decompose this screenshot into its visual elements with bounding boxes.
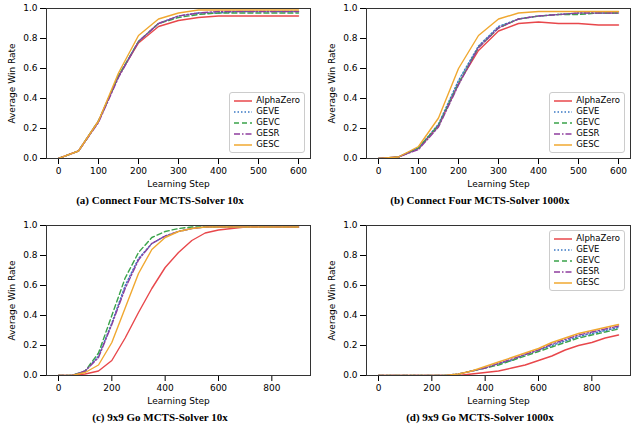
svg-text:800: 800 — [263, 383, 280, 393]
svg-text:600: 600 — [530, 383, 547, 393]
svg-text:0.0: 0.0 — [343, 370, 358, 380]
svg-text:1.0: 1.0 — [23, 3, 38, 13]
svg-text:0.6: 0.6 — [23, 280, 38, 290]
html-text:AlphaZero: AlphaZero — [256, 95, 300, 105]
svg-text:200: 200 — [423, 383, 440, 393]
svg-text:0.8: 0.8 — [23, 33, 38, 43]
svg-text:200: 200 — [130, 166, 147, 176]
html-text:GEVE: GEVE — [576, 244, 600, 254]
svg-text:200: 200 — [450, 166, 467, 176]
svg-text:600: 600 — [290, 166, 307, 176]
svg-text:1.0: 1.0 — [343, 220, 358, 230]
svg-text:Learning Step: Learning Step — [467, 179, 530, 189]
svg-text:300: 300 — [490, 166, 507, 176]
html-text:GESC: GESC — [576, 277, 600, 287]
svg-text:Learning Step: Learning Step — [147, 396, 210, 406]
html-text:(b) Connect Four MCTS-Solver 1: (b) Connect Four MCTS-Solver 1000x — [390, 194, 570, 206]
svg-text:0.4: 0.4 — [343, 93, 358, 103]
svg-text:600: 600 — [610, 166, 627, 176]
svg-text:0.4: 0.4 — [23, 310, 38, 320]
html-text:AlphaZero: AlphaZero — [576, 233, 620, 243]
svg-text:0: 0 — [56, 166, 62, 176]
svg-text:500: 500 — [570, 166, 587, 176]
svg-text:Average Win Rate: Average Win Rate — [327, 260, 337, 341]
html-text:GEVE: GEVE — [256, 106, 280, 116]
svg-text:0.2: 0.2 — [343, 340, 357, 350]
svg-text:800: 800 — [583, 383, 600, 393]
svg-text:Average Win Rate: Average Win Rate — [7, 260, 17, 341]
html-text:GESC: GESC — [256, 139, 280, 149]
svg-text:0.0: 0.0 — [343, 153, 358, 163]
svg-text:100: 100 — [410, 166, 427, 176]
html-text:GESC: GESC — [576, 139, 600, 149]
svg-text:0.2: 0.2 — [23, 340, 37, 350]
svg-text:0.0: 0.0 — [23, 153, 38, 163]
svg-text:100: 100 — [90, 166, 107, 176]
svg-text:Average Win Rate: Average Win Rate — [327, 43, 337, 124]
svg-text:400: 400 — [157, 383, 174, 393]
svg-text:0.6: 0.6 — [23, 63, 38, 73]
svg-text:0.8: 0.8 — [343, 250, 358, 260]
html-text:GESR: GESR — [576, 128, 600, 138]
svg-text:0: 0 — [376, 383, 382, 393]
html-text:(c) 9x9 Go MCTS-Solver 10x: (c) 9x9 Go MCTS-Solver 10x — [92, 411, 228, 423]
html-text:GEVC: GEVC — [576, 255, 600, 265]
svg-text:400: 400 — [477, 383, 494, 393]
svg-text:0.6: 0.6 — [343, 63, 358, 73]
svg-text:0: 0 — [56, 383, 62, 393]
svg-text:0.8: 0.8 — [343, 33, 358, 43]
svg-text:Learning Step: Learning Step — [147, 179, 210, 189]
svg-text:300: 300 — [170, 166, 187, 176]
svg-text:400: 400 — [210, 166, 227, 176]
svg-text:0.2: 0.2 — [23, 123, 37, 133]
html-text:GEVC: GEVC — [576, 117, 600, 127]
svg-text:500: 500 — [250, 166, 267, 176]
html-text:(d) 9x9 Go MCTS-Solver 1000x: (d) 9x9 Go MCTS-Solver 1000x — [406, 411, 554, 423]
svg-text:0.2: 0.2 — [343, 123, 357, 133]
html-text:GEVE: GEVE — [576, 106, 600, 116]
html-text:GESR: GESR — [576, 266, 600, 276]
html-text:GEVC: GEVC — [256, 117, 280, 127]
html-text:(a) Connect Four MCTS-Solver 1: (a) Connect Four MCTS-Solver 10x — [76, 194, 244, 206]
svg-text:200: 200 — [103, 383, 120, 393]
svg-text:1.0: 1.0 — [23, 220, 38, 230]
svg-text:0.0: 0.0 — [23, 370, 38, 380]
svg-text:0.4: 0.4 — [343, 310, 358, 320]
svg-text:0.8: 0.8 — [23, 250, 38, 260]
svg-text:1.0: 1.0 — [343, 3, 358, 13]
svg-text:Average Win Rate: Average Win Rate — [7, 43, 17, 124]
svg-text:600: 600 — [210, 383, 227, 393]
svg-text:0.4: 0.4 — [23, 93, 38, 103]
svg-text:0.6: 0.6 — [343, 280, 358, 290]
html-text:AlphaZero: AlphaZero — [576, 95, 620, 105]
svg-text:400: 400 — [530, 166, 547, 176]
html-text:GESR: GESR — [256, 128, 280, 138]
svg-text:Learning Step: Learning Step — [467, 396, 530, 406]
svg-text:0: 0 — [376, 166, 382, 176]
